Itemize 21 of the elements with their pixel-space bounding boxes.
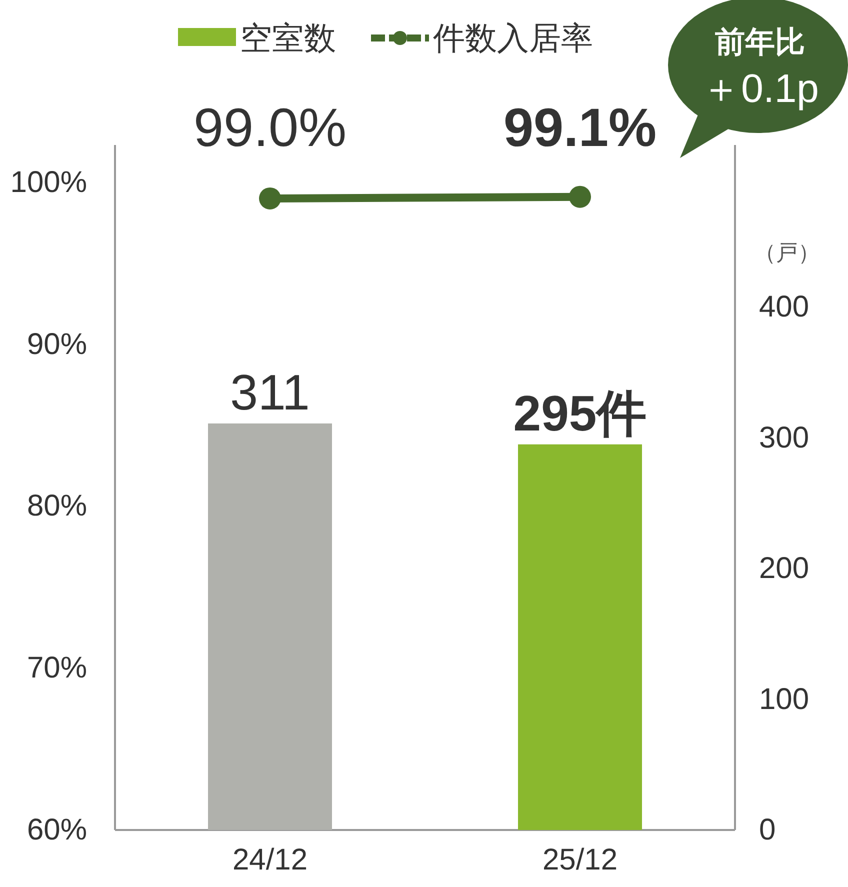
- text: 前年比: [715, 26, 805, 59]
- text: ＋0.1p: [701, 67, 819, 111]
- y2-axis-title: （戸）: [754, 240, 820, 265]
- data-label: 99.0%: [193, 98, 347, 158]
- legend-label: 件数入居率: [433, 20, 593, 56]
- data-label: 295件: [513, 385, 647, 442]
- y-tick-label: 100%: [10, 166, 87, 199]
- y-tick-label: 70%: [26, 652, 87, 685]
- x-tick-label: 24/12: [232, 843, 308, 876]
- y-tick-label: 60%: [26, 814, 87, 847]
- data-label: 99.1%: [503, 98, 657, 158]
- y-tick-label: 90%: [26, 328, 87, 361]
- x-tick-label: 25/12: [542, 843, 618, 876]
- y2-tick-label: 0: [759, 814, 776, 847]
- y2-tick-label: 200: [759, 552, 810, 586]
- legend-label: 空室数: [240, 20, 336, 56]
- y2-tick-label: 400: [759, 290, 810, 324]
- y-tick-label: 80%: [26, 490, 87, 523]
- y2-tick-label: 300: [759, 421, 810, 454]
- y2-tick-label: 100: [759, 682, 810, 716]
- data-label: 311: [230, 364, 310, 420]
